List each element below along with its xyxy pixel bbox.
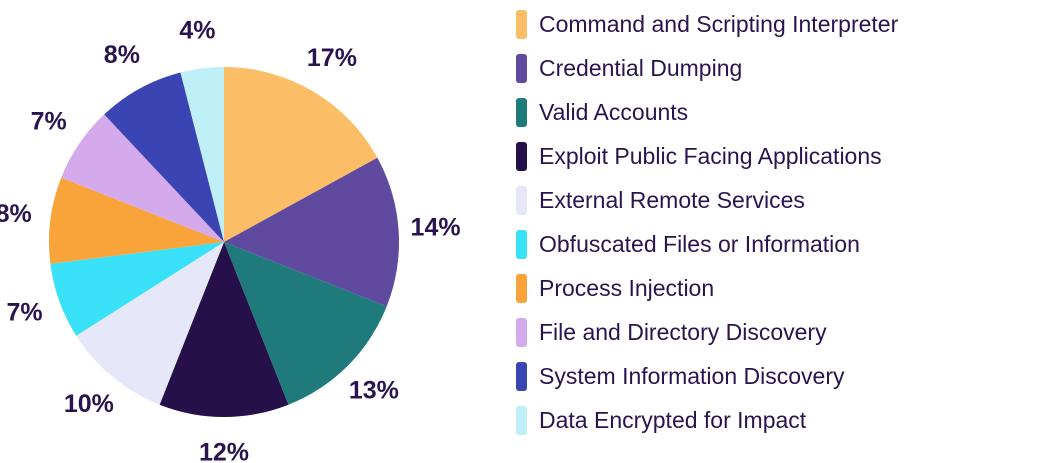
legend-item-system-information-discovery: System Information Discovery [516, 354, 1046, 398]
legend-swatch [516, 405, 527, 435]
legend-label: File and Directory Discovery [539, 318, 827, 345]
legend-label: Valid Accounts [539, 98, 689, 125]
legend-item-exploit-public-facing-applications: Exploit Public Facing Applications [516, 134, 1046, 178]
legend-label: Command and Scripting Interpreter [539, 10, 899, 37]
pie-label-system-information-discovery: 8% [104, 41, 140, 69]
legend-item-file-and-directory-discovery: File and Directory Discovery [516, 310, 1046, 354]
legend-label: Exploit Public Facing Applications [539, 142, 882, 169]
pie-slice-obfuscated-files-or-information [50, 242, 224, 336]
pie-slice-system-information-discovery [104, 72, 224, 242]
pie-label-exploit-public-facing-applications: 12% [199, 439, 249, 463]
pie-slice-command-and-scripting-interpreter [224, 67, 378, 242]
pie-slice-data-encrypted-for-impact [180, 67, 224, 242]
legend-label: Credential Dumping [539, 54, 743, 81]
legend-label: Data Encrypted for Impact [539, 406, 807, 433]
legend: Command and Scripting Interpreter Credent… [516, 2, 1046, 442]
pie-chart: 17% 14% 13% 12% 10% 7% 8% 7% 8% 4% [0, 16, 461, 463]
legend-swatch [516, 317, 527, 347]
legend-item-obfuscated-files-or-information: Obfuscated Files or Information [516, 222, 1046, 266]
pie-slice-process-injection [48, 177, 224, 264]
pie-label-data-encrypted-for-impact: 4% [179, 16, 215, 44]
pie-label-command-and-scripting-interpreter: 17% [307, 44, 357, 72]
legend-swatch [516, 229, 527, 259]
pie-slice-exploit-public-facing-applications [159, 242, 289, 417]
pie-slice-valid-accounts [224, 242, 387, 405]
legend-item-data-encrypted-for-impact: Data Encrypted for Impact [516, 398, 1046, 442]
pie-label-external-remote-services: 10% [64, 390, 114, 418]
legend-swatch [516, 9, 527, 39]
legend-swatch [516, 273, 527, 303]
legend-label: Process Injection [539, 274, 715, 301]
legend-swatch [516, 141, 527, 171]
pie-label-process-injection: 8% [0, 200, 32, 228]
legend-item-valid-accounts: Valid Accounts [516, 90, 1046, 134]
pie-label-valid-accounts: 13% [349, 377, 399, 405]
pie-label-credential-dumping: 14% [411, 213, 461, 241]
legend-label: External Remote Services [539, 186, 805, 213]
pie-slice-external-remote-services [76, 242, 224, 405]
legend-label: Obfuscated Files or Information [539, 230, 860, 257]
pie-slice-file-and-directory-discovery [61, 114, 224, 242]
pie-slice-credential-dumping [224, 157, 399, 307]
legend-swatch [516, 185, 527, 215]
legend-item-command-and-scripting-interpreter: Command and Scripting Interpreter [516, 2, 1046, 46]
legend-swatch [516, 53, 527, 83]
legend-swatch [516, 97, 527, 127]
legend-swatch [516, 361, 527, 391]
legend-item-external-remote-services: External Remote Services [516, 178, 1046, 222]
pie-label-obfuscated-files-or-information: 7% [6, 298, 42, 326]
legend-label: System Information Discovery [539, 362, 845, 389]
pie-label-file-and-directory-discovery: 7% [31, 107, 67, 135]
legend-item-credential-dumping: Credential Dumping [516, 46, 1046, 90]
legend-item-process-injection: Process Injection [516, 266, 1046, 310]
